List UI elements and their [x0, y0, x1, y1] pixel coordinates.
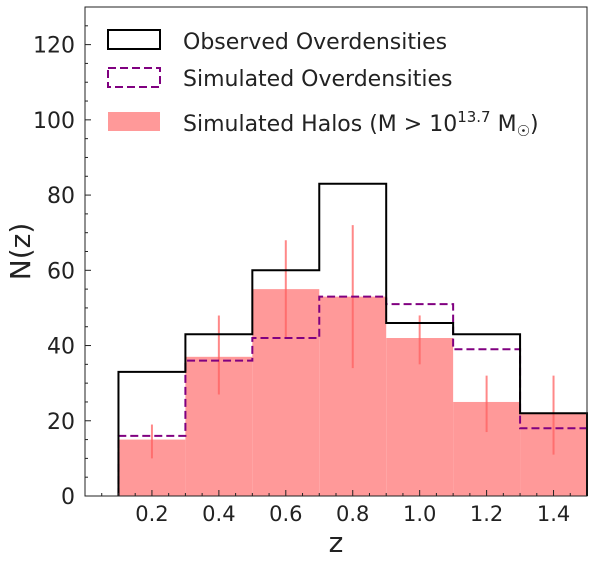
legend-label-halos: Simulated Halos (M > 1013.7 M☉) [183, 108, 539, 140]
x-tick-label: 0.6 [269, 502, 302, 526]
legend-halos-close: ) [530, 112, 539, 137]
plot-area [117, 182, 588, 496]
legend-halos-sun-symbol: ☉ [517, 122, 530, 140]
legend-label-observed: Observed Overdensities [183, 30, 447, 55]
x-axis-label: z [329, 526, 344, 559]
legend-swatch-halos [108, 112, 160, 131]
x-tick-label: 0.8 [336, 502, 369, 526]
y-tick-label: 80 [47, 184, 75, 209]
legend-halos-name: Simulated Halos (M > 10 [183, 112, 457, 137]
axes: 0.2 0.4 0.6 0.8 1.0 1.2 1.4 0 20 40 60 80 100 120 z N(z… [4, 6, 588, 559]
legend-swatch-simulated [107, 67, 161, 88]
y-tick-label: 0 [61, 485, 75, 510]
y-tick-label: 120 [33, 34, 75, 59]
x-tick-label: 1.2 [470, 502, 503, 526]
x-tick-label: 1.0 [403, 502, 436, 526]
x-tick-label: 1.4 [537, 502, 570, 526]
legend-halos-exponent: 13.7 [457, 108, 490, 126]
y-tick-label: 40 [47, 335, 75, 360]
legend: Observed Overdensities Simulated Overdens… [107, 29, 539, 140]
observed-overdensities-line [117, 182, 588, 496]
simulated-overdensities-line [117, 295, 588, 496]
y-tick-label: 100 [33, 109, 75, 134]
legend-halos-unit: M [491, 112, 517, 137]
x-tick-label: 0.2 [135, 502, 168, 526]
y-axis-label: N(z) [4, 223, 37, 281]
x-tick-label: 0.4 [202, 502, 235, 526]
y-tick-label: 60 [47, 259, 75, 284]
legend-label-simulated: Simulated Overdensities [183, 67, 452, 92]
legend-swatch-observed [107, 29, 161, 50]
y-tick-label: 20 [47, 410, 75, 435]
